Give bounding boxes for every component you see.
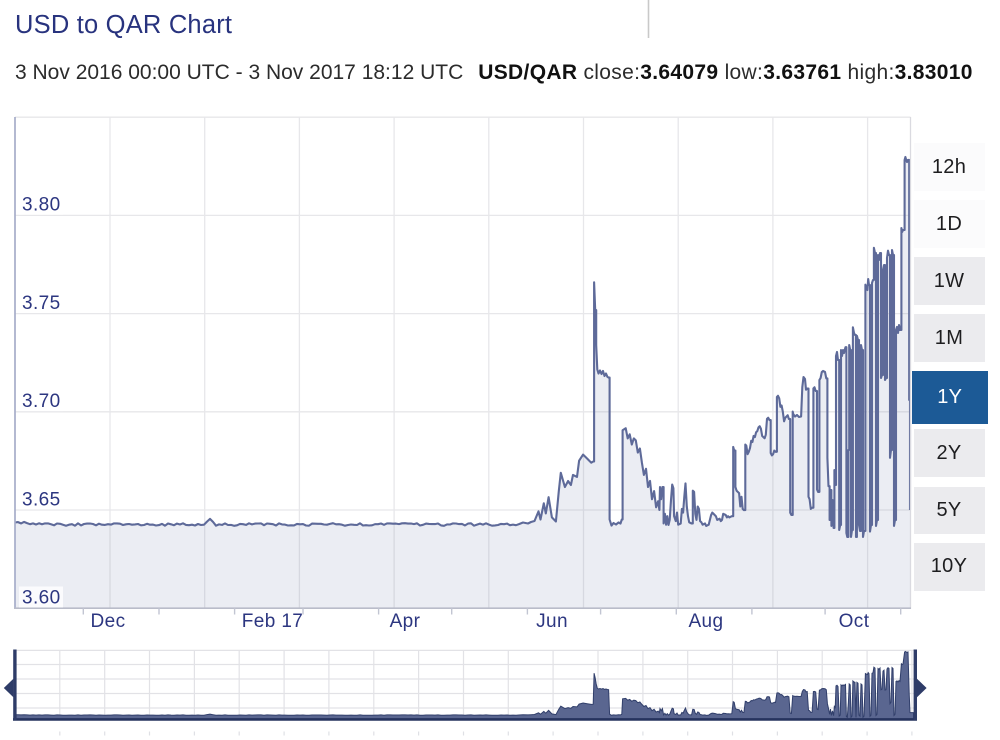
svg-text:Oct: Oct [839, 611, 870, 632]
svg-text:Jun: Jun [536, 611, 568, 632]
svg-text:Feb 17: Feb 17 [242, 611, 304, 632]
svg-text:Aug: Aug [688, 611, 723, 632]
svg-text:Apr: Apr [390, 611, 421, 632]
svg-text:3.65: 3.65 [22, 489, 61, 510]
svg-text:3.75: 3.75 [22, 293, 61, 314]
svg-text:3.60: 3.60 [22, 588, 61, 609]
svg-text:3.80: 3.80 [22, 195, 61, 216]
svg-text:Dec: Dec [91, 611, 126, 632]
svg-text:3.70: 3.70 [22, 391, 61, 412]
